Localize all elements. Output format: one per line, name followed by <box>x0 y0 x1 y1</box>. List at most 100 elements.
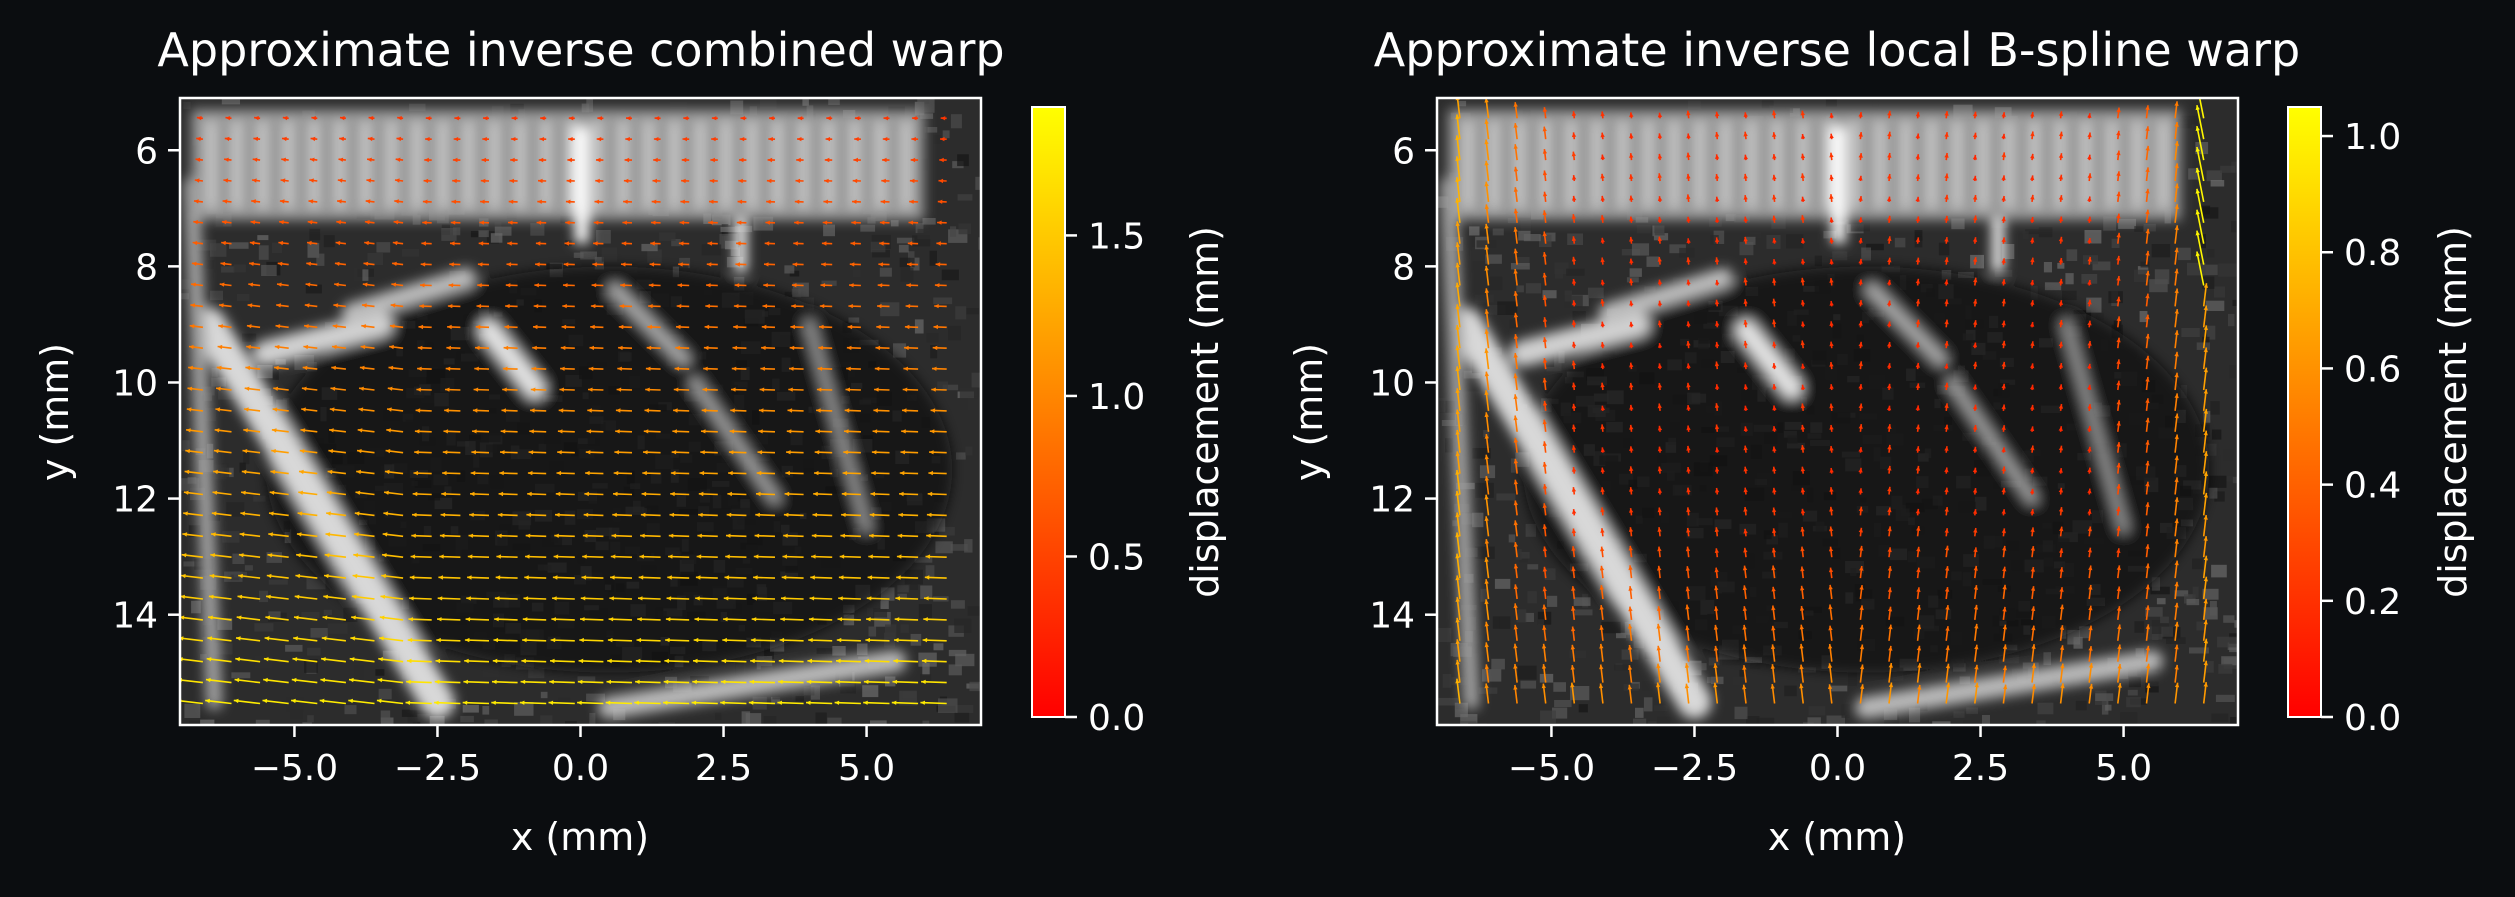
displacement-arrowhead <box>249 240 255 246</box>
displacement-arrowhead <box>417 366 422 371</box>
displacement-arrowhead <box>210 553 215 558</box>
displacement-arrowhead <box>1570 682 1575 688</box>
displacement-arrowhead <box>2174 204 2179 209</box>
displacement-arrowhead <box>2058 363 2063 368</box>
displacement-arrowhead <box>499 470 504 476</box>
displacement-arrowhead <box>757 450 763 455</box>
displacement-arrowhead <box>1715 447 1720 453</box>
displacement-arrowhead <box>291 677 297 683</box>
displacement-arrowhead <box>1572 175 1577 180</box>
displacement-arrowhead <box>1800 153 1806 159</box>
displacement-arrowhead <box>2145 417 2150 423</box>
displacement-arrowhead <box>507 241 512 246</box>
displacement-arrowhead <box>551 617 556 622</box>
xlabel-combined: x (mm) <box>511 815 649 859</box>
displacement-arrowhead <box>2030 217 2035 222</box>
displacement-arrowhead <box>1944 528 1949 533</box>
displacement-arrowhead <box>500 450 505 455</box>
displacement-arrowhead <box>553 554 559 559</box>
displacement-arrowhead <box>299 469 304 475</box>
displacement-arrowhead <box>216 365 222 371</box>
displacement-arrowhead <box>1944 363 1949 369</box>
displacement-arrowhead <box>359 386 364 391</box>
displacement-arrowhead <box>1772 384 1777 389</box>
displacement-arrowhead <box>1944 446 1949 451</box>
displacement-arrowhead <box>527 470 533 476</box>
displacement-arrowhead <box>2001 487 2006 493</box>
displacement-arrowhead <box>1455 429 1460 435</box>
displacement-arrowhead <box>1944 319 1949 325</box>
colorbar-tick-label: 0.2 <box>2344 582 2401 623</box>
displacement-arrowhead <box>1714 403 1720 408</box>
displacement-arrowhead <box>504 324 509 330</box>
displacement-arrowhead <box>1600 279 1605 285</box>
displacement-arrowhead <box>1828 625 1833 631</box>
displacement-arrowhead <box>621 262 626 267</box>
displacement-arrowhead <box>216 386 221 391</box>
displacement-arrowhead <box>1858 424 1863 429</box>
displacement-arrowhead <box>1513 373 1518 379</box>
displacement-arrowhead <box>1484 160 1489 166</box>
displacement-arrowhead <box>668 554 673 559</box>
displacement-arrowhead <box>441 491 446 497</box>
displacement-arrowhead <box>481 157 487 163</box>
displacement-arrowhead <box>2087 404 2092 409</box>
displacement-arrowhead <box>726 533 731 538</box>
displacement-arrowhead <box>853 157 858 163</box>
displacement-arrowhead <box>1917 663 1922 668</box>
displacement-arrowhead <box>418 324 424 330</box>
displacement-arrowhead <box>2058 153 2064 158</box>
displacement-arrowhead <box>1542 484 1548 489</box>
displacement-arrowhead <box>2117 683 2122 688</box>
displacement-arrowhead <box>1944 545 1950 551</box>
displacement-arrowhead <box>280 178 286 183</box>
displacement-arrowhead <box>1629 300 1634 306</box>
displacement-arrowhead <box>1772 487 1777 493</box>
displacement-arrowhead <box>852 178 858 184</box>
displacement-arrowhead <box>635 679 640 684</box>
displacement-arrowhead <box>189 344 194 350</box>
displacement-arrowhead <box>2058 236 2064 242</box>
displacement-arrowhead <box>1686 487 1691 493</box>
ultrasound-image-combined <box>180 98 981 725</box>
displacement-arrowhead <box>882 157 887 163</box>
displacement-arrowhead <box>502 366 508 371</box>
displacement-arrowhead <box>275 324 281 329</box>
displacement-arrowhead <box>265 615 271 620</box>
displacement-arrowhead <box>361 324 367 329</box>
displacement-arrowhead <box>389 344 394 350</box>
x-tick-label: 5.0 <box>838 748 895 789</box>
displacement-arrowhead <box>693 658 698 664</box>
displacement-arrowhead <box>739 137 745 142</box>
displacement-arrowhead <box>580 596 586 601</box>
displacement-arrowhead <box>645 387 650 392</box>
displacement-arrowhead <box>278 240 284 246</box>
displacement-arrowhead <box>1972 154 1978 160</box>
displacement-arrowhead <box>613 491 618 497</box>
displacement-arrowhead <box>764 262 769 267</box>
displacement-arrowhead <box>1686 110 1691 116</box>
displacement-arrowhead <box>606 679 611 684</box>
displacement-arrowhead <box>663 700 668 705</box>
displacement-arrowhead <box>1859 664 1865 670</box>
displacement-arrowhead <box>194 178 200 183</box>
displacement-arrowhead <box>320 677 326 683</box>
displacement-arrowhead <box>277 282 282 287</box>
displacement-arrowhead <box>592 262 597 267</box>
displacement-arrowhead <box>1484 181 1489 187</box>
displacement-arrowhead <box>1657 546 1662 552</box>
displacement-arrowhead <box>2030 488 2035 494</box>
displacement-arrowhead <box>1455 678 1460 684</box>
displacement-arrowhead <box>1915 174 1920 180</box>
displacement-arrowhead <box>311 116 317 121</box>
displacement-arrowhead <box>1629 133 1634 139</box>
displacement-arrowhead <box>637 617 642 622</box>
displacement-arrowhead <box>1858 384 1863 389</box>
displacement-arrowhead <box>864 658 870 664</box>
displacement-arrowhead <box>1858 527 1863 533</box>
displacement-arrowhead <box>218 324 223 329</box>
displacement-arrowhead <box>580 617 585 622</box>
displacement-arrowhead <box>537 199 542 204</box>
displacement-arrowhead <box>667 575 672 580</box>
displacement-arrowhead <box>624 157 630 163</box>
